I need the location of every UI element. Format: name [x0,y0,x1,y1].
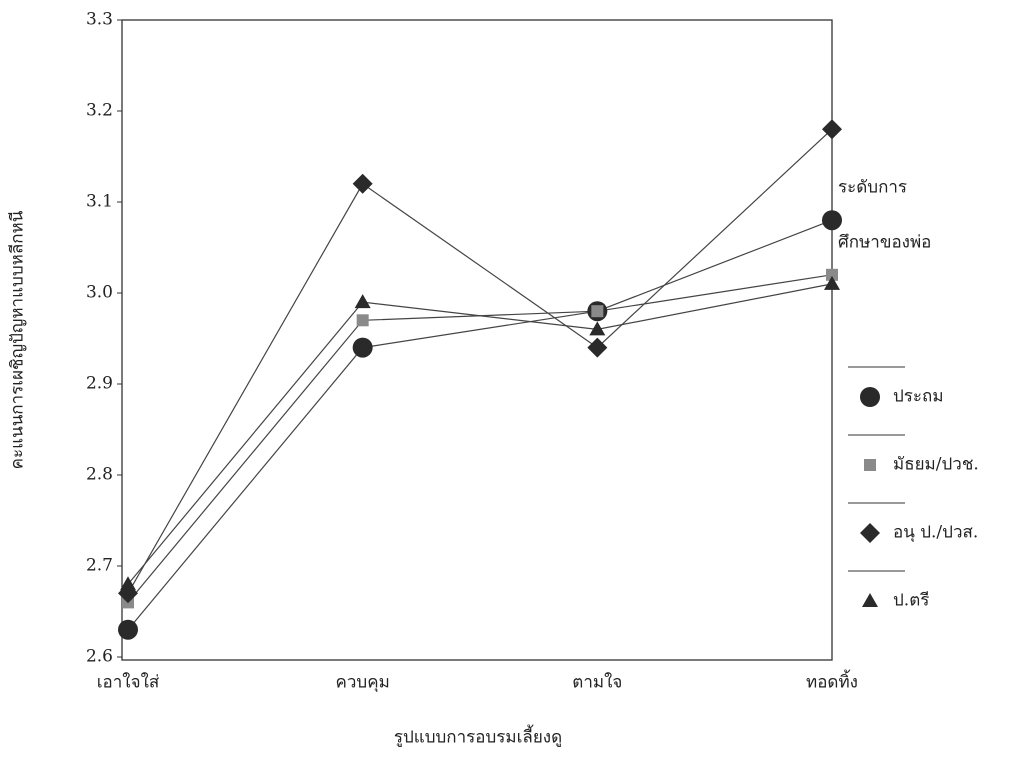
y-axis-label: คะแนนการเผชิญปัญหาแบบหลีกหนี [8,210,28,469]
y-tick-label: 3.3 [86,10,113,30]
legend-title: ศึกษาของพ่อ [838,233,931,253]
data-point [356,314,369,327]
data-point [824,275,840,290]
data-point [352,337,373,358]
data-point [826,268,838,281]
y-tick-label: 3.1 [86,192,113,212]
data-point [587,337,608,358]
x-tick-label: ทอดทิ้ง [806,670,858,693]
data-point [354,294,371,309]
plot-frame [121,19,833,661]
series-line [127,219,833,631]
data-point [589,321,606,336]
x-tick-label: เอาใจใส่ [97,672,160,693]
legend-marker [862,593,878,607]
legend-label: มัธยม/ปวช. [893,455,979,475]
x-tick-label: ควบคุม [336,673,390,693]
y-tick-label: 2.7 [86,556,113,576]
data-point [822,119,842,140]
series-line [127,128,833,594]
data-point [352,173,373,194]
data-point [822,210,842,231]
y-tick-label: 2.8 [86,465,113,485]
legend-title: ระดับการ [838,178,907,198]
legend-marker [860,387,880,407]
y-tick-label: 3.2 [86,101,113,121]
y-tick-label: 2.6 [86,647,113,667]
legend-marker [864,459,876,471]
data-point [120,576,136,591]
legend-marker [860,523,880,543]
legend-label: อนุ ป./ปวส. [893,523,978,543]
y-tick-label: 3.0 [86,283,113,303]
series-line [127,283,833,585]
data-point [591,305,604,318]
legend-label: ป.ตรี [893,591,929,611]
y-tick-label: 2.9 [86,374,113,394]
x-tick-label: ตามใจ [572,672,622,693]
data-point [118,619,138,640]
x-axis-label: รูปแบบการอบรมเลี้ยงดู [394,725,562,748]
legend-label: ประถม [893,387,944,407]
series-line [127,274,833,603]
